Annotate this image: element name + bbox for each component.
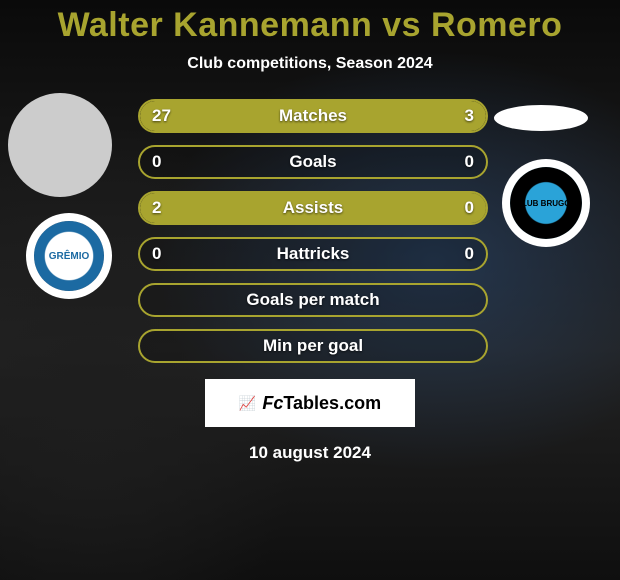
stat-label: Goals [140,152,486,172]
chart-icon: 📈 [239,395,256,412]
stat-label: Hattricks [140,244,486,264]
branding-badge: 📈 FcTables.com [205,379,415,427]
stat-bars: 273Matches 00Goals 20Assists 00Hattricks Goa… [138,99,488,363]
stat-row: Goals per match [138,283,488,317]
player1-club-badge: GRÊMIO [26,213,112,299]
club-badge-icon: CLUB BRUGGE [510,167,582,239]
subtitle: Club competitions, Season 2024 [187,55,432,73]
brand-prefix: Fc [262,393,283,413]
comparison-card: Walter Kannemann vs Romero Club competit… [0,0,620,580]
stat-row: 00Goals [138,145,488,179]
player2-avatar [494,105,588,131]
stat-label: Goals per match [140,290,486,310]
player2-club-badge: CLUB BRUGGE [502,159,590,247]
comparison-area: GRÊMIO CLUB BRUGGE 273Matches 00Goals 20As… [0,73,620,580]
stat-row: 273Matches [138,99,488,133]
stat-label: Matches [140,106,486,126]
stat-label: Min per goal [140,336,486,356]
player1-avatar [8,93,112,197]
content: Walter Kannemann vs Romero Club competit… [0,0,620,580]
page-title: Walter Kannemann vs Romero [58,6,563,45]
club-badge-text: CLUB BRUGGE [516,199,576,208]
stat-row: 20Assists [138,191,488,225]
date-label: 10 august 2024 [0,443,620,463]
stat-row: Min per goal [138,329,488,363]
brand-suffix: Tables.com [283,393,381,413]
club-badge-icon: GRÊMIO [34,221,104,291]
stat-row: 00Hattricks [138,237,488,271]
stat-label: Assists [140,198,486,218]
club-badge-text: GRÊMIO [49,251,90,262]
